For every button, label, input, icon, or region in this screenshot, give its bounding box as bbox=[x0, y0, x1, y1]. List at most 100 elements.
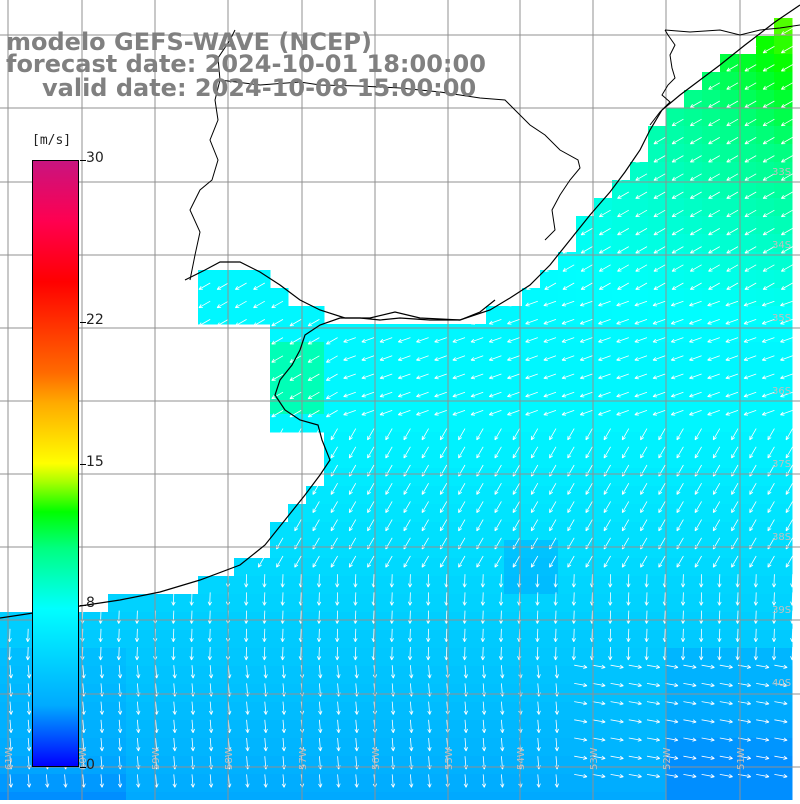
wind-arrow bbox=[719, 719, 733, 724]
speed-cell bbox=[594, 774, 613, 793]
speed-cell bbox=[234, 270, 253, 289]
wind-arrow bbox=[726, 137, 739, 145]
speed-cell bbox=[756, 288, 775, 307]
speed-cell bbox=[504, 576, 523, 595]
wind-arrow bbox=[543, 391, 557, 398]
speed-cell bbox=[702, 72, 721, 91]
speed-cell bbox=[522, 504, 541, 523]
wind-arrow bbox=[719, 701, 733, 706]
wind-arrow bbox=[780, 282, 793, 290]
speed-cell bbox=[522, 468, 541, 487]
wind-arrow bbox=[726, 173, 739, 181]
speed-cell bbox=[342, 504, 361, 523]
wind-arrow bbox=[790, 646, 795, 661]
speed-cell bbox=[432, 630, 451, 649]
speed-cell bbox=[414, 594, 433, 613]
wind-arrow bbox=[665, 664, 679, 669]
speed-cell bbox=[450, 540, 469, 559]
wind-arrow bbox=[335, 646, 340, 661]
speed-cell bbox=[414, 450, 433, 469]
speed-cell bbox=[774, 792, 793, 804]
wind-arrow bbox=[271, 391, 284, 400]
speed-cell bbox=[738, 324, 757, 343]
wind-arrow bbox=[635, 264, 648, 272]
speed-cell bbox=[702, 666, 721, 685]
speed-cell bbox=[774, 90, 793, 109]
speed-cell bbox=[702, 630, 721, 649]
wind-arrow bbox=[744, 64, 757, 72]
wind-arrow bbox=[543, 319, 557, 325]
wind-arrow bbox=[427, 701, 432, 715]
speed-cell bbox=[702, 756, 721, 775]
speed-cell bbox=[108, 774, 127, 793]
speed-cell bbox=[342, 576, 361, 595]
wind-arrow bbox=[281, 719, 286, 733]
speed-cell bbox=[774, 378, 793, 397]
speed-cell bbox=[522, 450, 541, 469]
wind-arrow bbox=[671, 173, 684, 181]
wind-arrow bbox=[390, 701, 396, 715]
wind-arrow bbox=[462, 592, 467, 606]
speed-cell bbox=[702, 288, 721, 307]
wind-arrow bbox=[198, 282, 211, 290]
wind-arrow bbox=[294, 555, 302, 568]
wind-arrow bbox=[792, 737, 800, 740]
wind-arrow bbox=[543, 410, 557, 416]
wind-arrow bbox=[652, 300, 666, 307]
wind-arrow bbox=[507, 337, 520, 343]
wind-arrow bbox=[653, 264, 666, 272]
wind-arrow bbox=[481, 665, 487, 679]
speed-cell bbox=[414, 612, 433, 631]
speed-cell bbox=[756, 414, 775, 433]
speed-cell bbox=[414, 504, 433, 523]
speed-cell bbox=[144, 792, 163, 804]
wind-arrow bbox=[8, 701, 13, 715]
wind-arrow bbox=[689, 246, 702, 254]
speed-cell bbox=[684, 612, 703, 631]
wind-arrow bbox=[694, 501, 702, 514]
wind-arrow bbox=[427, 665, 432, 679]
wind-arrow bbox=[530, 501, 539, 514]
latitude-label: 34S bbox=[772, 240, 791, 251]
speed-cell bbox=[774, 540, 793, 559]
speed-cell bbox=[648, 576, 667, 595]
wind-arrow bbox=[245, 719, 250, 733]
wind-arrow bbox=[726, 209, 739, 218]
speed-cell bbox=[558, 702, 577, 721]
speed-cell bbox=[720, 378, 739, 397]
wind-arrow bbox=[263, 665, 268, 679]
speed-cell bbox=[774, 702, 793, 721]
speed-cell bbox=[612, 504, 631, 523]
speed-cell bbox=[324, 774, 343, 793]
wind-arrow bbox=[117, 665, 123, 679]
wind-arrow bbox=[45, 774, 50, 788]
speed-cell bbox=[594, 648, 613, 667]
speed-cell bbox=[504, 738, 523, 757]
speed-cell bbox=[630, 558, 649, 577]
wind-arrow bbox=[621, 555, 630, 568]
speed-cell bbox=[666, 540, 685, 559]
wind-arrow bbox=[271, 355, 284, 363]
wind-arrow bbox=[409, 701, 414, 715]
speed-cell bbox=[522, 666, 541, 685]
speed-cell bbox=[576, 612, 595, 631]
wind-arrow bbox=[735, 574, 740, 588]
wind-arrow bbox=[507, 391, 520, 398]
speed-cell bbox=[738, 594, 757, 613]
speed-cell bbox=[684, 396, 703, 415]
speed-cell bbox=[108, 702, 127, 721]
wind-arrow bbox=[744, 82, 757, 90]
wind-arrow bbox=[353, 610, 358, 624]
speed-cell bbox=[360, 486, 379, 505]
speed-cell bbox=[540, 522, 559, 541]
speed-cell bbox=[702, 450, 721, 469]
wind-arrow bbox=[626, 592, 631, 606]
speed-cell bbox=[558, 468, 577, 487]
speed-cell bbox=[144, 756, 163, 775]
wind-arrow bbox=[530, 555, 539, 568]
speed-cell bbox=[702, 486, 721, 505]
wind-arrow bbox=[598, 300, 611, 307]
speed-cell bbox=[702, 144, 721, 163]
speed-cell bbox=[180, 594, 199, 613]
wind-arrow bbox=[452, 410, 466, 416]
